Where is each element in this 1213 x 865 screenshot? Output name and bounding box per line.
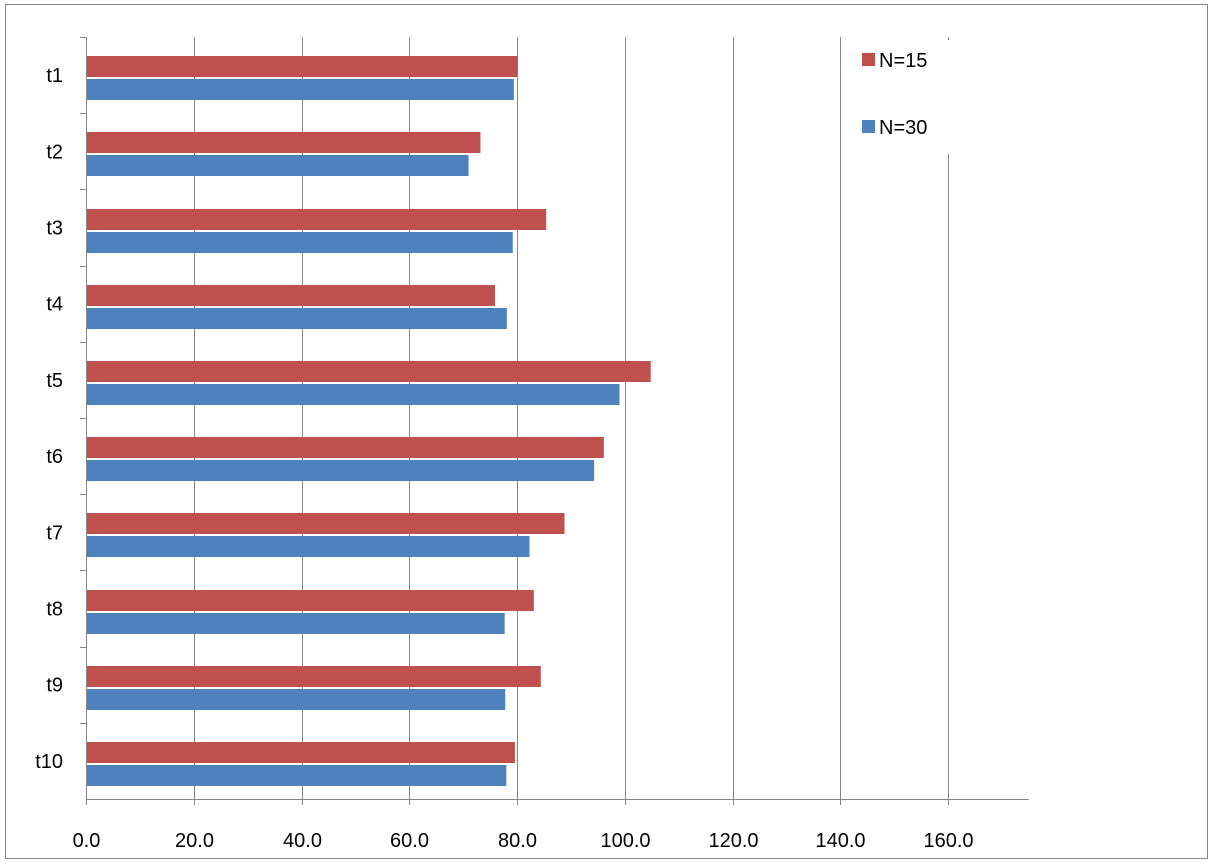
x-tick-label-4: 80.0 [498,830,537,852]
bar-t3-N15 [86,209,547,230]
legend-label-N30: N=30 [879,117,927,139]
bar-t6-N30 [86,460,595,481]
legend-swatch-N30 [862,120,875,133]
y-tick-label-t9: t9 [46,675,63,697]
x-tick-label-5: 100.0 [600,830,650,852]
x-tick-label-8: 160.0 [923,830,973,852]
y-tick-label-t2: t2 [46,141,63,163]
bar-t3-N30 [86,232,513,253]
bar-t9-N30 [86,689,506,710]
tick-labels: 0.0 20.0 40.0 60.0 80.0 100.0 120.0 140.0 160.0 t… [35,65,973,852]
bar-t4-N30 [86,308,507,329]
bar-t7-N15 [86,513,565,534]
y-tick-label-t6: t6 [46,446,63,468]
bar-t6-N15 [86,437,604,458]
bar-t4-N15 [86,285,495,306]
y-tick-label-t8: t8 [46,599,63,621]
bar-t2-N30 [86,155,469,176]
bars [86,56,651,786]
x-tick-label-7: 140.0 [815,830,865,852]
y-tick-label-t3: t3 [46,218,63,240]
y-tick-label-t10: t10 [35,751,63,773]
bar-t8-N15 [86,590,534,611]
bar-t9-N15 [86,666,541,687]
bar-t1-N15 [86,56,518,77]
bar-t7-N30 [86,536,530,557]
x-tick-label-2: 40.0 [283,830,322,852]
legend-swatch-N15 [862,53,875,66]
legend-label-N15: N=15 [879,50,927,72]
y-tick-label-t7: t7 [46,522,63,544]
y-tick-label-t5: t5 [46,370,63,392]
bar-t5-N30 [86,384,620,405]
bar-t10-N30 [86,765,507,786]
bar-t10-N15 [86,742,515,763]
legend: N=15 N=30 [857,40,957,154]
axes [80,37,1029,805]
bar-t1-N30 [86,79,514,100]
x-tick-label-6: 120.0 [708,830,758,852]
y-tick-label-t1: t1 [46,65,63,87]
x-tick-label-3: 60.0 [390,830,429,852]
bar-t2-N15 [86,132,481,153]
x-tick-label-1: 20.0 [175,830,214,852]
x-tick-label-0: 0.0 [73,830,101,852]
bar-t5-N15 [86,361,651,382]
bar-t8-N30 [86,613,505,634]
y-tick-label-t4: t4 [46,294,63,316]
